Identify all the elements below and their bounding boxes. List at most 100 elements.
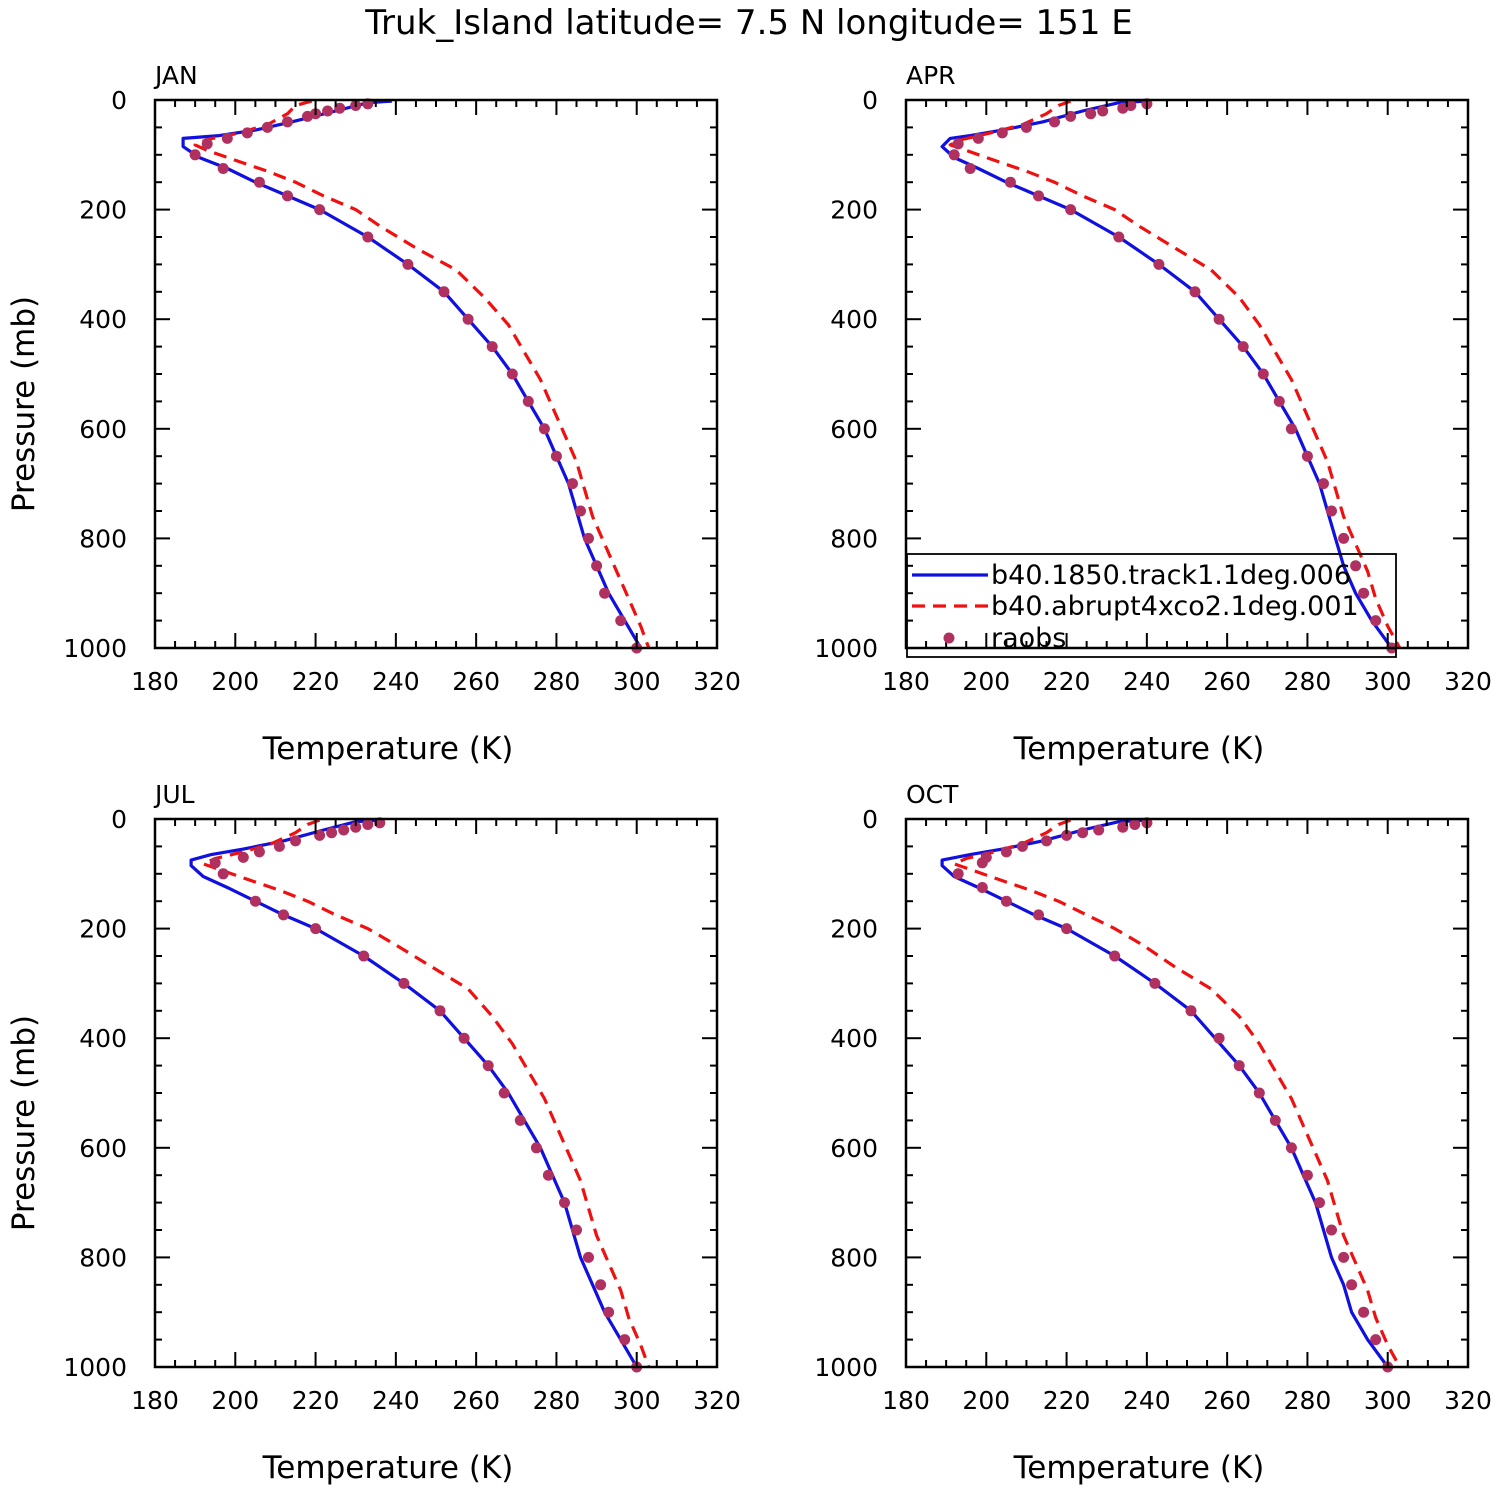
raobs-point [358, 950, 370, 962]
raobs-point [282, 116, 293, 128]
raobs-point [583, 1251, 594, 1263]
raobs-point [1285, 1142, 1297, 1154]
x-tick-label: 220 [292, 1386, 340, 1415]
x-axis-label: Temperature (K) [1013, 1450, 1265, 1486]
y-tick-label: 400 [830, 1024, 878, 1053]
y-tick-label: 0 [862, 86, 878, 115]
series-solid [181, 99, 643, 649]
raobs-point [1257, 368, 1269, 380]
x-tick-label: 300 [613, 667, 661, 696]
legend-entry: raobs [943, 623, 1066, 654]
x-axis-label: Temperature (K) [262, 1450, 514, 1486]
raobs-point [567, 478, 578, 490]
legend-label: raobs [991, 623, 1066, 654]
raobs-point [964, 163, 976, 174]
raobs-point [253, 846, 265, 858]
raobs-point [334, 102, 346, 114]
x-tick-label: 280 [1284, 1386, 1332, 1415]
raobs-point [976, 857, 988, 869]
plot-frame [904, 817, 1470, 1369]
y-tick-label: 600 [830, 1134, 878, 1163]
y-tick-label: 800 [830, 1243, 878, 1272]
series-dot [948, 98, 1398, 654]
y-tick-label: 0 [111, 805, 127, 834]
raobs-point [1033, 190, 1044, 202]
raobs-point [261, 121, 273, 133]
ticks [905, 818, 1469, 1368]
raobs-point [1273, 395, 1285, 407]
x-tick-label: 240 [1123, 1386, 1171, 1415]
x-tick-label: 220 [1043, 1386, 1091, 1415]
y-tick-label: 800 [79, 1243, 127, 1272]
raobs-point [322, 105, 334, 117]
x-tick-label: 280 [1284, 667, 1332, 696]
y-tick-label: 600 [79, 1134, 127, 1163]
series-dot [952, 817, 1394, 1373]
x-tick-label: 260 [452, 1386, 500, 1415]
series-line [948, 99, 1402, 649]
x-axis-label: Temperature (K) [262, 731, 514, 767]
y-tick-label: 600 [79, 415, 127, 444]
raobs-point [1049, 116, 1060, 128]
x-tick-label: 300 [613, 1386, 661, 1415]
raobs-point [237, 851, 249, 863]
y-tick-label: 800 [79, 524, 127, 553]
x-tick-label: 220 [292, 667, 340, 696]
raobs-point [1020, 121, 1032, 133]
raobs-point [1253, 1087, 1265, 1099]
y-tick-label: 1000 [63, 634, 127, 663]
raobs-point [1269, 1114, 1281, 1126]
raobs-point [952, 138, 964, 150]
raobs-point [362, 819, 374, 830]
x-tick-label: 280 [533, 667, 581, 696]
raobs-point [1301, 450, 1313, 462]
raobs-point [603, 1306, 615, 1318]
y-tick-label: 1000 [63, 1353, 127, 1382]
raobs-point [310, 923, 322, 935]
raobs-point [217, 163, 229, 174]
raobs-point [996, 127, 1008, 139]
raobs-point [314, 829, 326, 841]
raobs-point [1113, 231, 1125, 243]
ticks [905, 99, 1469, 649]
series-dashed [948, 99, 1402, 649]
raobs-point [1085, 108, 1097, 120]
raobs-point [486, 341, 498, 353]
x-tick-label: 300 [1364, 667, 1412, 696]
raobs-point [1326, 1224, 1337, 1236]
x-tick-label: 320 [693, 1386, 741, 1415]
raobs-point [1109, 950, 1121, 962]
x-tick-label: 280 [533, 1386, 581, 1415]
raobs-point [302, 110, 313, 122]
panel-jul: JUL 180 200 220 240 260 280 300 320 0 200 400 600 800… [6, 780, 741, 1486]
raobs-point [1338, 1251, 1350, 1263]
raobs-point [209, 857, 221, 869]
y-tick-label: 1000 [814, 1353, 878, 1382]
legend-box [906, 553, 1397, 658]
raobs-point [458, 1032, 470, 1044]
raobs-point [217, 868, 229, 880]
raobs-point [1000, 895, 1012, 907]
x-tick-label: 260 [1203, 1386, 1251, 1415]
raobs-point [591, 560, 603, 572]
panel-oct: OCT 180 200 220 240 260 280 300 320 0 200 400 600 800… [814, 780, 1491, 1486]
raobs-point [1093, 824, 1105, 836]
raobs-point [615, 615, 627, 627]
raobs-point [1041, 835, 1052, 847]
series-dot [189, 98, 643, 654]
x-tick-label: 240 [372, 667, 420, 696]
x-tick-label: 320 [693, 667, 741, 696]
raobs-point [338, 824, 350, 836]
raobs-point [1185, 1005, 1197, 1017]
raobs-point [1370, 1334, 1382, 1346]
series-line [181, 99, 643, 649]
series-dashed [201, 818, 651, 1368]
y-tick-label: 0 [111, 86, 127, 115]
y-tick-label: 200 [79, 196, 127, 225]
raobs-point [550, 450, 562, 462]
raobs-point [1065, 110, 1077, 122]
raobs-point [241, 127, 253, 139]
x-tick-label: 300 [1364, 1386, 1412, 1415]
raobs-point [273, 840, 285, 852]
